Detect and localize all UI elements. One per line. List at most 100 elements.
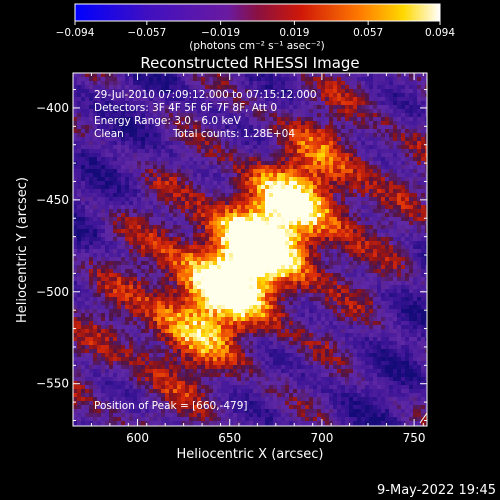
heatmap-cell	[129, 253, 134, 258]
heatmap-cell	[125, 217, 130, 222]
heatmap-cell	[261, 85, 266, 90]
heatmap-cell	[197, 293, 202, 298]
heatmap-cell	[97, 245, 102, 250]
heatmap-cell	[265, 141, 270, 146]
heatmap-cell	[393, 189, 398, 194]
heatmap-cell	[161, 229, 166, 234]
heatmap-cell	[97, 73, 102, 78]
heatmap-cell	[85, 193, 90, 198]
heatmap-cell	[289, 197, 294, 202]
heatmap-cell	[309, 185, 314, 190]
heatmap-cell	[349, 293, 354, 298]
heatmap-cell	[221, 193, 226, 198]
heatmap-cell	[369, 177, 374, 182]
heatmap-cell	[385, 153, 390, 158]
colorbar-tick-label: 0.057	[353, 27, 383, 39]
heatmap-cell	[157, 113, 162, 118]
heatmap-cell	[133, 293, 138, 298]
heatmap-cell	[413, 101, 418, 106]
heatmap-cell	[361, 285, 366, 290]
heatmap-cell	[97, 153, 102, 158]
heatmap-cell	[233, 281, 238, 286]
heatmap-cell	[361, 209, 366, 214]
heatmap-cell	[193, 233, 198, 238]
heatmap-cell	[197, 205, 202, 210]
heatmap-cell	[157, 253, 162, 258]
heatmap-cell	[85, 105, 90, 110]
heatmap-cell	[249, 289, 254, 294]
heatmap-cell	[405, 273, 410, 278]
heatmap-cell	[185, 153, 190, 158]
heatmap-cell	[293, 289, 298, 294]
heatmap-cell	[185, 109, 190, 114]
heatmap-cell	[337, 273, 342, 278]
heatmap-cell	[97, 145, 102, 150]
heatmap-cell	[273, 197, 278, 202]
heatmap-cell	[125, 157, 130, 162]
heatmap-cell	[129, 261, 134, 266]
heatmap-cell	[153, 273, 158, 278]
heatmap-cell	[269, 141, 274, 146]
heatmap-cell	[205, 193, 210, 198]
heatmap-cell	[409, 209, 414, 214]
heatmap-cell	[285, 229, 290, 234]
heatmap-cell	[109, 113, 114, 118]
heatmap-cell	[213, 141, 218, 146]
heatmap-cell	[389, 169, 394, 174]
heatmap-cell	[245, 205, 250, 210]
heatmap-cell	[329, 269, 334, 274]
heatmap-cell	[125, 89, 130, 94]
heatmap-cell	[101, 93, 106, 98]
heatmap-cell	[409, 93, 414, 98]
heatmap-cell	[181, 89, 186, 94]
heatmap-cell	[409, 113, 414, 118]
heatmap-cell	[229, 237, 234, 242]
heatmap-cell	[297, 93, 302, 98]
heatmap-cell	[201, 225, 206, 230]
heatmap-cell	[253, 101, 258, 106]
heatmap-cell	[229, 85, 234, 90]
heatmap-cell	[269, 101, 274, 106]
heatmap-cell	[205, 285, 210, 290]
heatmap-cell	[193, 141, 198, 146]
heatmap-cell	[209, 253, 214, 258]
heatmap-cell	[313, 85, 318, 90]
heatmap-cell	[353, 209, 358, 214]
heatmap-cell	[157, 181, 162, 186]
heatmap-cell	[309, 73, 314, 78]
heatmap-cell	[173, 213, 178, 218]
heatmap-cell	[149, 181, 154, 186]
heatmap-cell	[149, 141, 154, 146]
heatmap-cell	[309, 133, 314, 138]
heatmap-cell	[341, 249, 346, 254]
heatmap-cell	[393, 241, 398, 246]
heatmap-cell	[109, 197, 114, 202]
heatmap-cell	[381, 117, 386, 122]
heatmap-cell	[101, 185, 106, 190]
heatmap-cell	[153, 233, 158, 238]
heatmap-cell	[237, 125, 242, 130]
heatmap-cell	[273, 213, 278, 218]
heatmap-cell	[129, 189, 134, 194]
heatmap-cell	[113, 141, 118, 146]
heatmap-cell	[265, 277, 270, 282]
heatmap-cell	[325, 293, 330, 298]
heatmap-cell	[293, 265, 298, 270]
heatmap-cell	[381, 241, 386, 246]
heatmap-cell	[421, 237, 426, 242]
heatmap-cell	[105, 169, 110, 174]
heatmap-cell	[181, 129, 186, 134]
heatmap-cell	[421, 229, 426, 234]
heatmap-cell	[273, 205, 278, 210]
heatmap-cell	[409, 73, 414, 78]
heatmap-cell	[141, 109, 146, 114]
heatmap-cell	[85, 265, 90, 270]
heatmap-cell	[153, 241, 158, 246]
heatmap-cell	[229, 125, 234, 130]
heatmap-cell	[297, 241, 302, 246]
heatmap-cell	[421, 265, 426, 270]
heatmap-cell	[105, 241, 110, 246]
heatmap-cell	[417, 241, 422, 246]
heatmap-cell	[93, 293, 98, 298]
heatmap-cell	[149, 97, 154, 102]
